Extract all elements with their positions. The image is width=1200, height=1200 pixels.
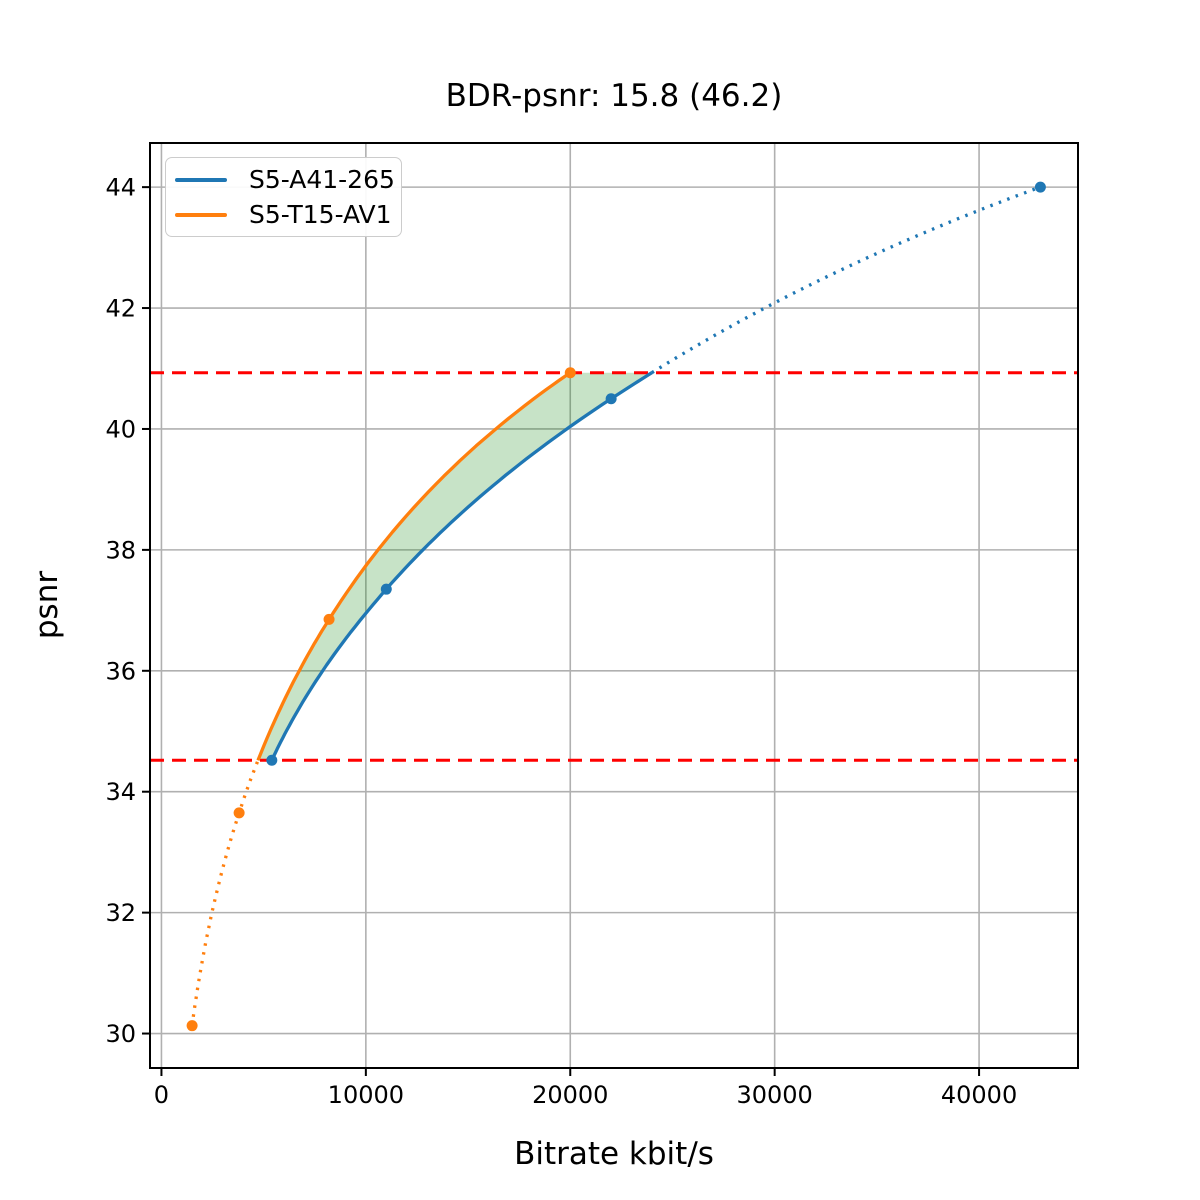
axes-spines [149,142,1079,1069]
data-point-marker [323,613,335,625]
legend-item: S5-T15-AV1 [175,197,392,232]
x-tick-label: 0 [154,1081,169,1109]
y-tick-label: 38 [105,536,136,564]
data-point-marker [1034,181,1046,193]
series-curve-solid [256,371,572,761]
legend: S5-A41-265 S5-T15-AV1 [165,157,402,237]
data-point-marker [605,393,617,405]
y-tick-label: 42 [105,295,136,323]
y-tick-label: 36 [105,657,136,685]
x-tick-label: 40000 [941,1081,1017,1109]
chart-title: BDR-psnr: 15.8 (46.2) [445,78,783,114]
y-tick-label: 40 [105,415,136,443]
legend-line-sample [175,177,227,182]
data-point-marker [564,367,576,379]
data-point-marker [186,1020,198,1032]
y-axis-label: psnr [29,570,65,640]
legend-label: S5-T15-AV1 [249,200,392,229]
legend-label: S5-A41-265 [249,165,395,194]
series-curve-solid [270,371,653,762]
y-tick-label: 32 [105,899,136,927]
data-point-marker [233,807,245,819]
legend-item: S5-A41-265 [175,162,395,197]
x-axis-label: Bitrate kbit/s [514,1136,714,1172]
y-tick-label: 34 [105,778,136,806]
legend-line-sample [175,212,227,217]
series-curve-dotted [650,185,1041,375]
data-point-marker [266,754,278,766]
x-tick-label: 20000 [532,1081,608,1109]
data-point-marker [380,583,392,595]
x-tick-label: 30000 [736,1081,812,1109]
x-tick-label: 10000 [328,1081,404,1109]
y-tick-label: 30 [105,1020,136,1048]
y-tick-label: 44 [105,174,136,202]
